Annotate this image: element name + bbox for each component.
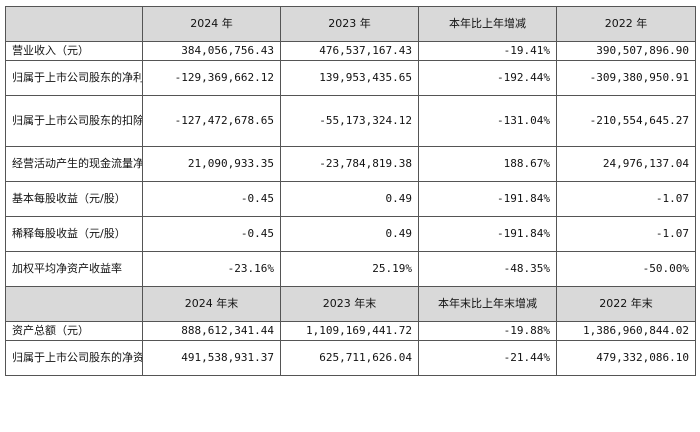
table-row: 稀释每股收益（元/股） -0.45 0.49 -191.84% -1.07 [5,216,696,252]
row-label-weighted-roe: 加权平均净资产收益率 [5,251,143,287]
cell-value: -19.88% [418,321,557,341]
cell-value: -129,369,662.12 [142,60,281,96]
row-label-net-profit: 归属于上市公司股东的净利润（元） [5,60,143,96]
cell-value: -131.04% [418,95,557,147]
cell-value: -191.84% [418,181,557,217]
col-header-2024-end: 2024 年末 [142,286,281,322]
table-row: 营业收入（元） 384,056,756.43 476,537,167.43 -1… [5,41,696,61]
row-label-revenue: 营业收入（元） [5,41,143,61]
cell-value: 390,507,896.90 [556,41,696,61]
cell-value: -1.07 [556,216,696,252]
financial-summary-table: 2024 年 2023 年 本年比上年增减 2022 年 营业收入（元） 384… [5,6,696,376]
cell-value: 188.67% [418,146,557,182]
cell-value: 0.49 [280,181,419,217]
cell-value: -1.07 [556,181,696,217]
cell-value: 625,711,626.04 [280,340,419,376]
cell-value: 25.19% [280,251,419,287]
row-label-net-assets: 归属于上市公司股东的净资产（元） [5,340,143,376]
row-label-total-assets: 资产总额（元） [5,321,143,341]
col-header-2022-end: 2022 年末 [556,286,696,322]
row-label-basic-eps: 基本每股收益（元/股） [5,181,143,217]
table-row: 归属于上市公司股东的净利润（元） -129,369,662.12 139,953… [5,60,696,96]
header-corner [5,6,143,42]
cell-value: -192.44% [418,60,557,96]
table-row: 归属于上市公司股东的净资产（元） 491,538,931.37 625,711,… [5,340,696,376]
cell-value: 139,953,435.65 [280,60,419,96]
cell-value: 21,090,933.35 [142,146,281,182]
cell-value: -210,554,645.27 [556,95,696,147]
cell-value: -19.41% [418,41,557,61]
cell-value: 491,538,931.37 [142,340,281,376]
cell-value: -0.45 [142,181,281,217]
cell-value: 0.49 [280,216,419,252]
cell-value: 384,056,756.43 [142,41,281,61]
col-header-2023: 2023 年 [280,6,419,42]
cell-value: 24,976,137.04 [556,146,696,182]
cell-value: 479,332,086.10 [556,340,696,376]
cell-value: -127,472,678.65 [142,95,281,147]
table-row: 基本每股收益（元/股） -0.45 0.49 -191.84% -1.07 [5,181,696,217]
cell-value: -50.00% [556,251,696,287]
cell-value: -0.45 [142,216,281,252]
col-header-2022: 2022 年 [556,6,696,42]
cell-value: -191.84% [418,216,557,252]
cell-value: -21.44% [418,340,557,376]
header-row-annual: 2024 年 2023 年 本年比上年增减 2022 年 [5,6,696,42]
row-label-diluted-eps: 稀释每股收益（元/股） [5,216,143,252]
cell-value: -309,380,950.91 [556,60,696,96]
cell-value: 1,386,960,844.02 [556,321,696,341]
header-corner [5,286,143,322]
table-row: 归属于上市公司股东的扣除非经常性损益的净利润（元） -127,472,678.6… [5,95,696,147]
row-label-operating-cash-flow: 经营活动产生的现金流量净额（元） [5,146,143,182]
table-row: 资产总额（元） 888,612,341.44 1,109,169,441.72 … [5,321,696,341]
cell-value: -23,784,819.38 [280,146,419,182]
col-header-2023-end: 2023 年末 [280,286,419,322]
cell-value: 476,537,167.43 [280,41,419,61]
cell-value: -48.35% [418,251,557,287]
col-header-yoy-change: 本年比上年增减 [418,6,557,42]
cell-value: -55,173,324.12 [280,95,419,147]
header-row-period-end: 2024 年末 2023 年末 本年末比上年末增减 2022 年末 [5,286,696,322]
cell-value: 888,612,341.44 [142,321,281,341]
row-label-net-profit-excl-nonrecurring: 归属于上市公司股东的扣除非经常性损益的净利润（元） [5,95,143,147]
col-header-2024: 2024 年 [142,6,281,42]
table-row: 经营活动产生的现金流量净额（元） 21,090,933.35 -23,784,8… [5,146,696,182]
cell-value: 1,109,169,441.72 [280,321,419,341]
col-header-period-end-change: 本年末比上年末增减 [418,286,557,322]
cell-value: -23.16% [142,251,281,287]
table-row: 加权平均净资产收益率 -23.16% 25.19% -48.35% -50.00… [5,251,696,287]
